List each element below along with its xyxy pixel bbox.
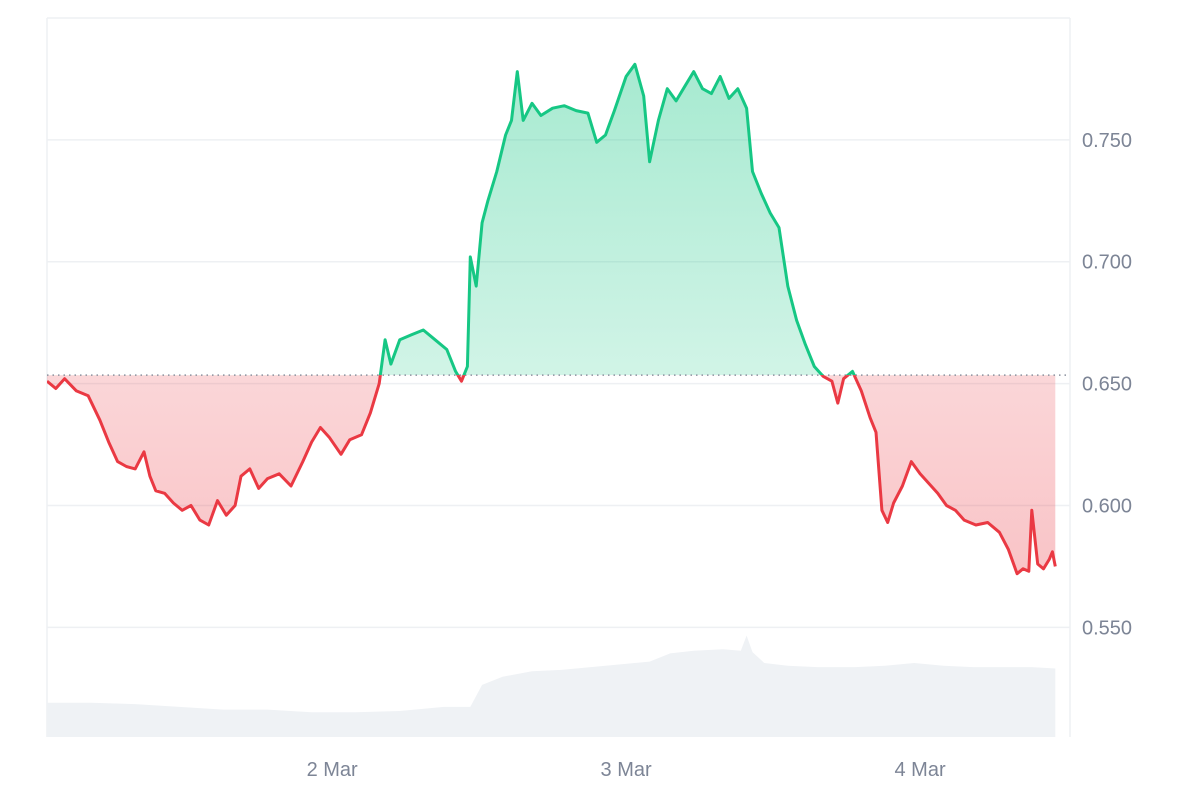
y-tick-label: 0.650: [1082, 374, 1132, 396]
price-line-layer: [47, 62, 1057, 576]
y-tick-label: 0.700: [1082, 252, 1132, 274]
price-line-below: [47, 375, 1057, 576]
x-axis: 2 Mar 3 Mar 4 Mar: [307, 759, 946, 781]
price-line-above: [378, 62, 856, 376]
y-tick-label: 0.600: [1082, 495, 1132, 517]
x-tick-label: 3 Mar: [601, 759, 652, 781]
y-tick-label: 0.550: [1082, 617, 1132, 639]
volume-layer: [47, 635, 1056, 737]
fill-layer: [47, 64, 1056, 574]
below-baseline-fill: [47, 375, 1056, 574]
above-baseline-fill: [380, 64, 855, 376]
y-tick-label: 0.750: [1082, 130, 1132, 152]
x-tick-label: 4 Mar: [895, 759, 946, 781]
volume-area: [47, 635, 1056, 737]
x-tick-label: 2 Mar: [307, 759, 358, 781]
y-axis: 0.550 0.600 0.650 0.700 0.750: [1082, 130, 1132, 639]
